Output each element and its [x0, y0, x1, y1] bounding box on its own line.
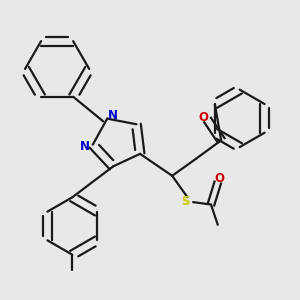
- Text: O: O: [215, 172, 225, 185]
- Text: O: O: [199, 111, 208, 124]
- Text: N: N: [80, 140, 90, 153]
- Text: S: S: [182, 195, 190, 208]
- Text: N: N: [108, 110, 118, 122]
